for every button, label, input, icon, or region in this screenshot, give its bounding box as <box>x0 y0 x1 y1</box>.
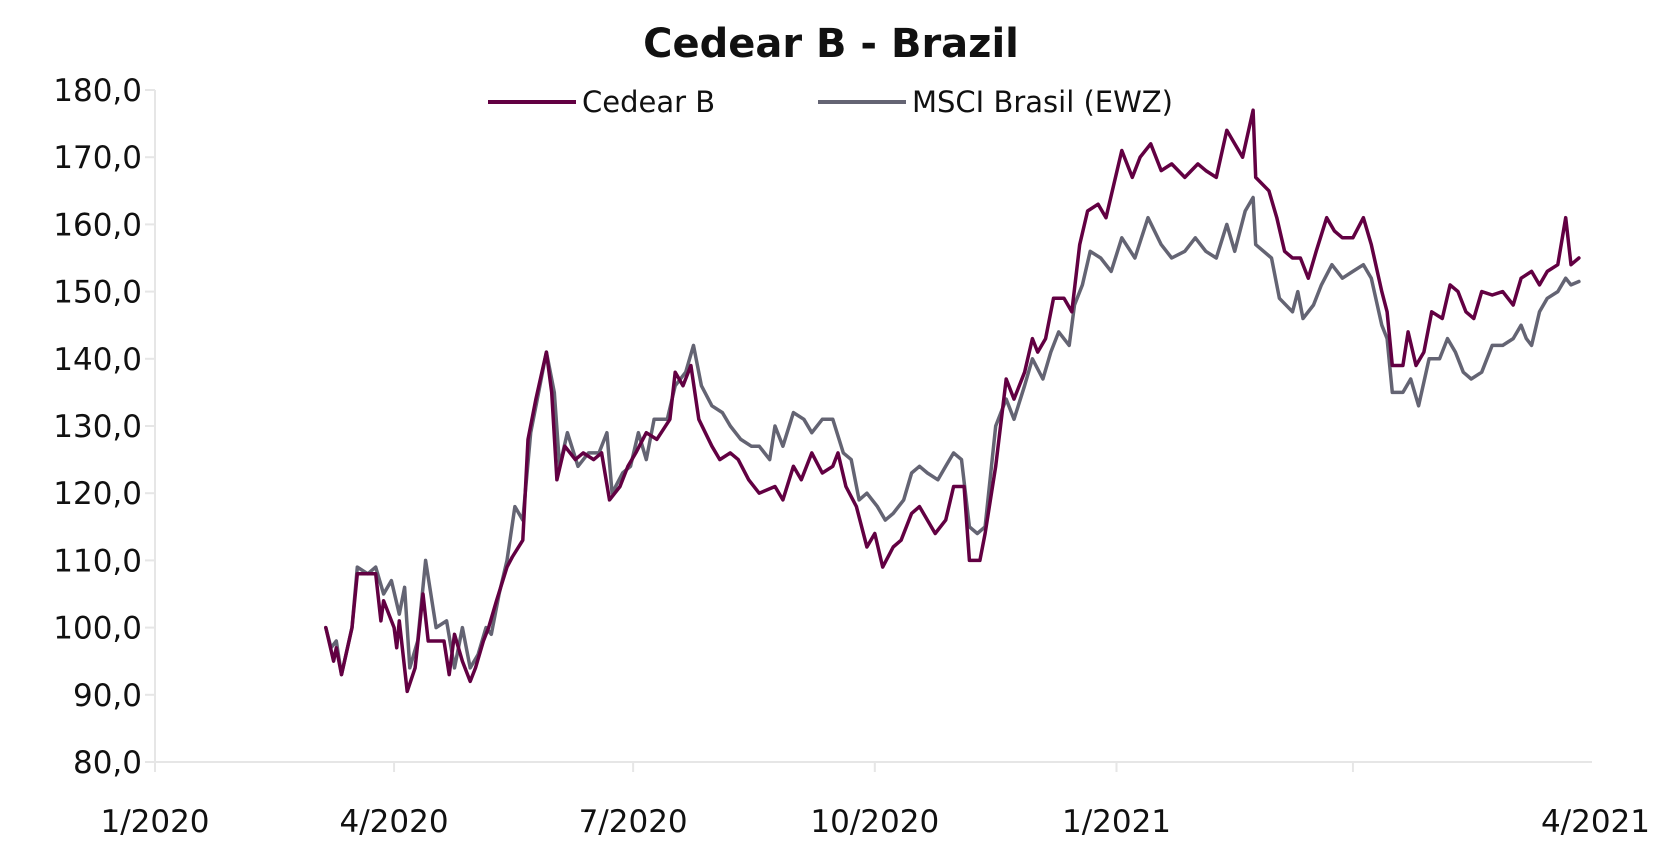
y-tick-label: 80,0 <box>73 745 142 781</box>
y-tick-label: 90,0 <box>73 678 142 714</box>
x-tick-label: 10/2020 <box>810 804 939 840</box>
x-tick-label: 1/2021 <box>1062 804 1171 840</box>
y-tick-label: 110,0 <box>53 543 142 579</box>
y-tick-label: 180,0 <box>53 73 142 109</box>
chart-title: Cedear B - Brazil <box>643 21 1019 67</box>
series-layer <box>324 108 1581 694</box>
y-axis-ticks: 80,0 90,0 100,0 110,0 120,0 130,0 140,0 150,0 16… <box>53 73 155 781</box>
x-tick-label: 4/2020 <box>340 804 449 840</box>
series-line-msci-brasil-ewz <box>324 195 1581 677</box>
y-tick-label: 150,0 <box>53 275 142 311</box>
legend-label: MSCI Brasil (EWZ) <box>912 85 1173 119</box>
x-tick-label: 1/2020 <box>100 804 209 840</box>
x-axis-ticks: 1/2020 4/2020 7/2020 10/2020 1/2021 4/2021 <box>100 762 1650 840</box>
x-tick-label: 4/2021 <box>1541 804 1650 840</box>
y-tick-label: 140,0 <box>53 342 142 378</box>
y-tick-label: 160,0 <box>53 207 142 243</box>
y-tick-label: 170,0 <box>53 140 142 176</box>
x-tick-label: 7/2020 <box>579 804 688 840</box>
y-tick-label: 130,0 <box>53 409 142 445</box>
series-line-cedear-b <box>324 108 1581 694</box>
legend-label: Cedear B <box>582 85 715 119</box>
legend: Cedear B MSCI Brasil (EWZ) <box>488 85 1173 119</box>
y-tick-label: 100,0 <box>53 611 142 647</box>
y-tick-label: 120,0 <box>53 476 142 512</box>
